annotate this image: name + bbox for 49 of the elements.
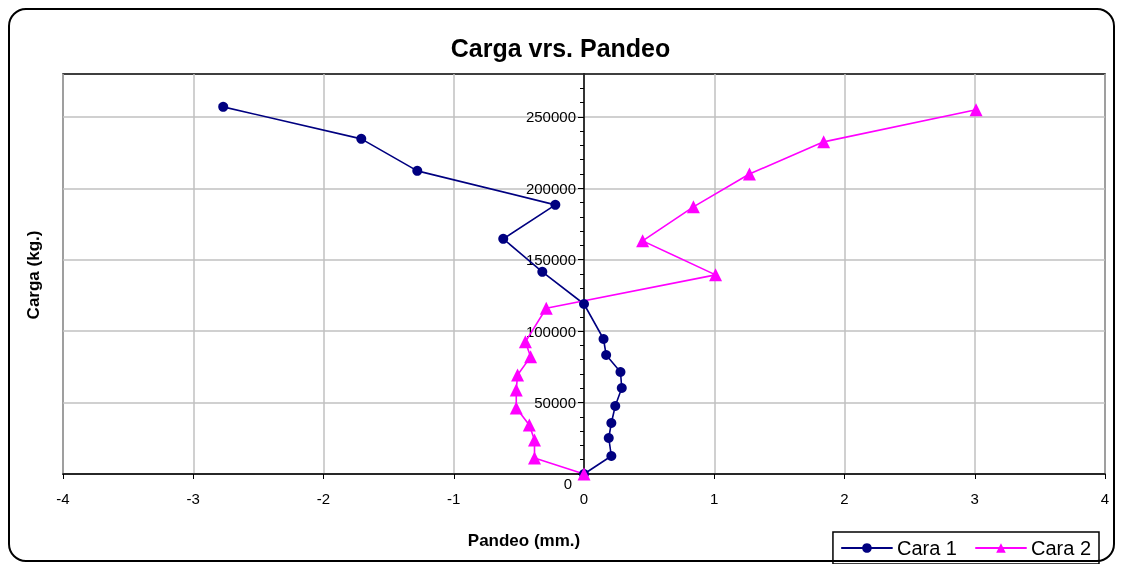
y-axis-title: Carga (kg.) bbox=[24, 230, 44, 320]
point bbox=[522, 418, 536, 432]
point bbox=[636, 234, 650, 248]
point bbox=[579, 299, 589, 309]
point bbox=[218, 101, 229, 112]
point bbox=[498, 233, 509, 244]
y-tick-label: 50000 bbox=[534, 394, 576, 412]
x-tick-label: -2 bbox=[316, 490, 331, 507]
point bbox=[603, 433, 614, 443]
point bbox=[528, 451, 542, 465]
point bbox=[817, 135, 831, 149]
legend-label: Cara 2 bbox=[1030, 537, 1091, 559]
point bbox=[598, 334, 609, 344]
point bbox=[539, 301, 553, 315]
x-tick-label: 4 bbox=[1100, 490, 1110, 507]
point bbox=[606, 451, 617, 461]
chart-title: Carga vrs. Pandeo bbox=[450, 33, 671, 62]
y-tick-label: 200000 bbox=[525, 179, 576, 197]
y-tick-label: 250000 bbox=[525, 108, 576, 126]
point bbox=[610, 401, 621, 411]
point bbox=[550, 199, 561, 210]
point bbox=[615, 367, 626, 377]
point bbox=[412, 165, 423, 176]
point bbox=[616, 383, 627, 393]
legend-label: Cara 1 bbox=[896, 537, 957, 559]
x-tick-label: -4 bbox=[56, 490, 70, 507]
point bbox=[518, 335, 532, 349]
point bbox=[524, 350, 538, 364]
x-tick-label: 0 bbox=[579, 490, 589, 507]
point bbox=[356, 133, 367, 144]
y-tick-label: 0 bbox=[563, 474, 572, 492]
x-axis-title: Pandeo (mm.) bbox=[467, 531, 581, 550]
point bbox=[606, 418, 617, 428]
point bbox=[537, 266, 548, 277]
x-tick-label: 3 bbox=[970, 490, 979, 507]
point bbox=[511, 368, 525, 382]
point bbox=[709, 268, 723, 282]
x-tick-label: 1 bbox=[710, 490, 719, 507]
point bbox=[601, 350, 612, 360]
y-tick-label: 150000 bbox=[525, 251, 576, 269]
point bbox=[509, 401, 523, 415]
point bbox=[528, 433, 542, 447]
x-tick-label: -3 bbox=[186, 490, 200, 507]
x-tick-label: 2 bbox=[840, 490, 849, 507]
point bbox=[686, 200, 700, 214]
x-tick-label: -1 bbox=[447, 490, 461, 507]
point bbox=[509, 383, 523, 397]
point bbox=[742, 167, 756, 181]
point bbox=[969, 103, 983, 117]
